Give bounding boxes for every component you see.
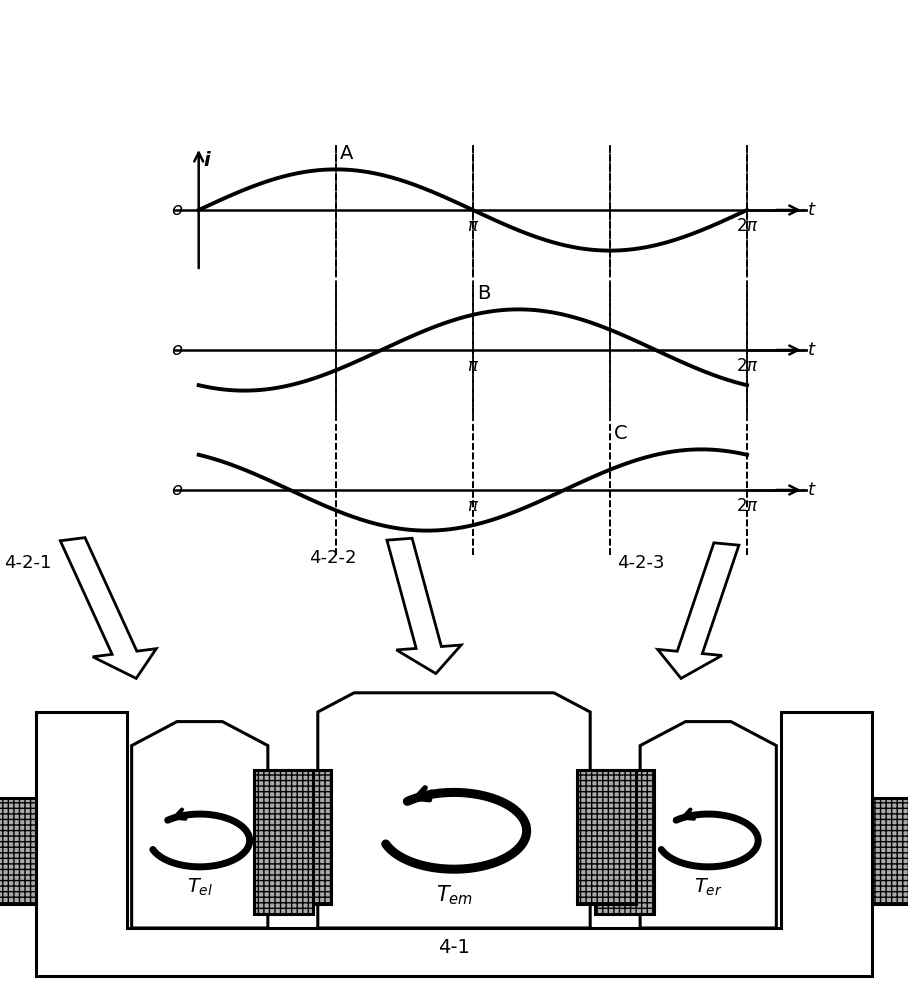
Text: $T_{el}$: $T_{el}$ [187, 876, 212, 898]
Text: t: t [808, 341, 815, 359]
Text: t: t [808, 481, 815, 499]
Text: t: t [808, 201, 815, 219]
FancyArrow shape [657, 543, 739, 678]
FancyArrow shape [387, 538, 461, 674]
Text: $\pi$: $\pi$ [467, 357, 479, 375]
Text: 4-2-2: 4-2-2 [309, 549, 356, 567]
Bar [872, 798, 908, 904]
Bar [0, 798, 36, 904]
Text: 4-2-1: 4-2-1 [5, 554, 52, 572]
Text: A: A [340, 144, 353, 163]
Text: $T_{er}$: $T_{er}$ [694, 876, 723, 898]
Text: $T_{em}$: $T_{em}$ [436, 884, 472, 907]
Text: o: o [172, 481, 183, 499]
Text: $\pi$: $\pi$ [467, 217, 479, 235]
Text: $2\pi$: $2\pi$ [735, 497, 758, 515]
Text: $\pi$: $\pi$ [467, 497, 479, 515]
Text: o: o [172, 341, 183, 359]
Polygon shape [132, 722, 268, 928]
Polygon shape [36, 712, 872, 976]
Text: C: C [615, 424, 628, 443]
Text: o: o [172, 201, 183, 219]
Text: 4-1: 4-1 [438, 938, 470, 957]
Text: B: B [478, 284, 490, 303]
Text: 4-2-3: 4-2-3 [617, 554, 665, 572]
Text: $2\pi$: $2\pi$ [735, 217, 758, 235]
Text: $2\pi$: $2\pi$ [735, 357, 758, 375]
Polygon shape [640, 722, 776, 928]
Bar [595, 770, 654, 914]
FancyArrow shape [60, 538, 156, 678]
Bar [577, 770, 636, 904]
Polygon shape [318, 693, 590, 928]
Bar [254, 770, 313, 914]
Bar [272, 770, 331, 904]
Text: i: i [203, 151, 210, 170]
